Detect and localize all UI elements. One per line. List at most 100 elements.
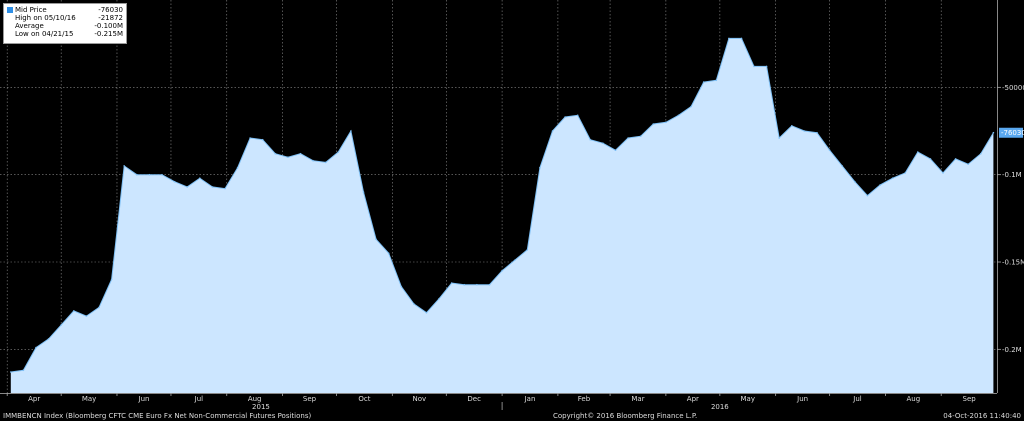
x-tick-label: Jul [852,395,862,403]
data-point [828,149,831,151]
data-points [10,37,995,373]
x-tick-label: Sep [303,395,317,403]
data-point [22,369,25,372]
data-point [526,249,529,251]
data-point [702,81,705,83]
x-tick-label: Apr [28,395,40,403]
legend-value: -0.215M [94,30,123,38]
footer-ticker: IMMBENCN Index (Bloomberg CFTC CME Euro … [3,412,312,420]
data-point [740,37,743,40]
data-point [362,191,365,193]
footer-timestamp: 04-Oct-2016 11:40:40 [943,412,1021,420]
data-point [47,338,50,340]
x-tick-label: Feb [578,395,591,403]
data-point [715,79,718,82]
data-point [123,165,125,167]
data-point [589,138,592,141]
data-point [224,187,226,190]
data-point [627,137,629,139]
x-tick-label: Apr [687,395,699,403]
data-point [299,152,302,155]
data-point [967,163,969,165]
data-point [980,152,982,155]
data-point [438,297,440,300]
data-point [992,131,995,134]
data-point [400,285,403,288]
data-point [274,152,277,155]
data-point [753,65,755,68]
data-point [778,137,780,139]
last-price-badge [999,127,1023,138]
data-point [576,114,579,117]
y-tick-label: -0.2M [1002,346,1022,354]
data-point [765,65,768,68]
data-point [211,186,214,188]
data-point [854,180,856,183]
data-point [652,123,655,125]
x-tick-label: May [82,395,96,403]
data-point [199,177,201,179]
x-tick-label: May [741,395,755,403]
x-year-label: 2015 [252,403,270,411]
data-point [816,131,818,134]
data-point [513,259,516,262]
x-tick-label: Mar [631,395,644,403]
x-year-label: 2016 [711,403,729,411]
x-tick-label: Nov [412,395,426,403]
x-axis: Apr May Jun Jul Aug Sep Oct Nov Dec Jan Feb Mar Apr M… [6,393,976,411]
data-point [10,371,12,373]
data-point [249,137,251,139]
legend-row-high: High on 05/10/16 -21872 [7,14,123,22]
data-point [463,283,466,286]
legend-row-average: Average -0.100M [7,22,123,30]
data-point [690,105,692,108]
legend-label: Low on 04/21/15 [15,30,74,38]
data-point [425,311,428,314]
data-point [891,177,894,179]
data-point [110,278,113,281]
legend-label: High on 05/10/16 [15,14,76,22]
legend-row-mid: Mid Price -76030 [7,6,123,14]
data-point [287,156,289,158]
footer-copyright: Copyright© 2016 Bloomberg Finance L.P. [553,412,698,420]
data-point [413,303,415,305]
data-point [161,173,163,176]
data-point [312,159,314,162]
data-point [929,158,932,160]
data-point [148,173,151,176]
series-area [10,38,994,394]
y-axis: -0.2M -0.15M -0.1M -50000 [997,84,1024,354]
data-point [85,315,88,317]
data-point [450,282,453,284]
data-point [324,161,327,164]
last-price-label: -76030 [999,127,1024,138]
data-point [539,166,541,169]
x-tick-label: Aug [248,395,262,403]
data-point [904,172,906,174]
data-point [73,310,75,312]
data-point [866,194,869,197]
data-point [387,252,390,255]
legend-value: -76030 [98,6,123,14]
data-point [942,172,944,174]
data-point [337,151,340,153]
data-point [879,184,881,186]
legend-value: -21872 [98,14,123,22]
data-point [350,130,352,132]
y-tick-label: -0.1M [1002,171,1022,179]
y-tick-label: -0.15M [1002,259,1024,267]
data-point [98,306,100,309]
data-point [488,283,491,286]
data-point [954,158,957,160]
x-tick-label: Jun [796,395,808,403]
x-tick-label: Dec [467,395,481,403]
legend-row-low: Low on 04/21/15 -0.215M [7,30,123,38]
data-point [803,130,806,132]
data-point [665,121,667,124]
data-point [551,130,554,132]
y-tick-label: -50000 [1002,84,1024,92]
legend: Mid Price -76030 High on 05/10/16 -21872… [3,3,127,44]
x-tick-label: Jul [194,395,204,403]
data-point [564,116,566,118]
